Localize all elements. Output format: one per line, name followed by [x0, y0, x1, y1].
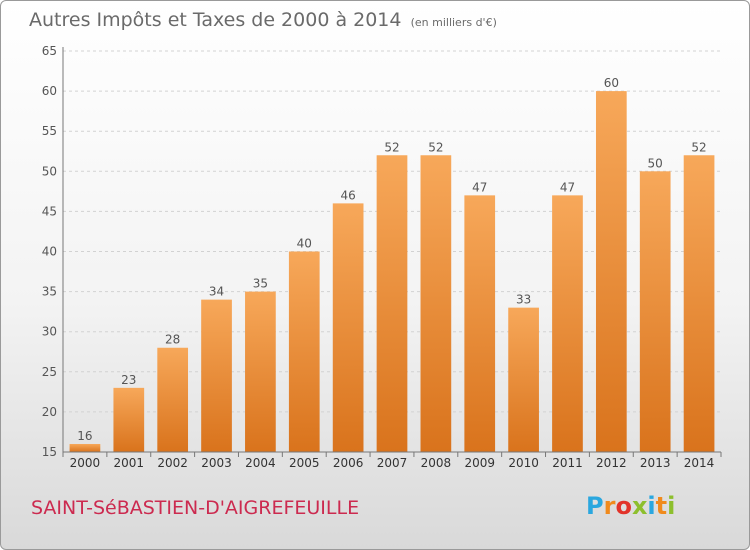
data-labels: 16 23 28 34 35 40 46 52 52 47 33 47 60 50 52 — [77, 76, 706, 443]
data-label-2011: 47 — [560, 180, 575, 194]
bar-2013 — [639, 171, 671, 453]
bar-2011 — [552, 195, 583, 453]
axes — [62, 47, 721, 453]
y-tick-label: 45 — [42, 204, 57, 218]
bar-2009 — [464, 195, 496, 453]
bar-2014 — [683, 155, 715, 452]
x-tick-label-2000: 2000 — [70, 456, 101, 470]
data-label-2007: 52 — [384, 140, 399, 154]
bar-2002 — [157, 347, 189, 452]
x-tick-label-2003: 2003 — [201, 456, 232, 470]
y-tick-label: 55 — [42, 124, 57, 138]
x-tick-label-2010: 2010 — [508, 456, 539, 470]
bar-2004 — [245, 291, 276, 452]
x-tick-label-2004: 2004 — [245, 456, 276, 470]
x-tick-label-2011: 2011 — [552, 456, 583, 470]
data-label-2008: 52 — [428, 140, 443, 154]
chart-title-text: Autres Impôts et Taxes de 2000 à 2014 — [29, 9, 402, 31]
chart-title: Autres Impôts et Taxes de 2000 à 2014 (e… — [29, 9, 497, 31]
x-tick-label-2005: 2005 — [289, 456, 320, 470]
data-label-2002: 28 — [165, 333, 180, 347]
y-tick-label: 60 — [42, 84, 57, 98]
y-tick-label: 65 — [42, 44, 57, 58]
bar-2005 — [288, 251, 320, 452]
x-tick-label-2001: 2001 — [114, 456, 145, 470]
bar-2000 — [69, 443, 101, 452]
bar-2008 — [420, 155, 452, 452]
bar-2003 — [201, 299, 232, 452]
logo-letter: x — [631, 492, 648, 520]
logo-letter: o — [615, 492, 632, 520]
x-tick-label-2009: 2009 — [464, 456, 495, 470]
x-tick-label-2013: 2013 — [640, 456, 671, 470]
data-label-2006: 46 — [340, 188, 355, 202]
data-label-2005: 40 — [297, 237, 312, 251]
proxiti-logo: Proxiti — [586, 492, 675, 520]
x-tick-label-2006: 2006 — [333, 456, 364, 470]
data-label-2009: 47 — [472, 180, 487, 194]
logo-letter: t — [655, 492, 668, 520]
data-label-2014: 52 — [691, 140, 706, 154]
y-tick-label: 40 — [42, 245, 57, 259]
data-label-2012: 60 — [604, 76, 619, 90]
bar-2001 — [113, 387, 145, 452]
chart-subtitle: (en milliers d'€) — [410, 16, 497, 29]
x-axis-ticks: 2000 2001 2002 2003 2004 2005 2006 2007 2008 2009… — [62, 452, 722, 470]
y-tick-label: 30 — [42, 325, 57, 339]
x-tick-label-2007: 2007 — [377, 456, 408, 470]
y-tick-label: 35 — [42, 285, 57, 299]
y-tick-label: 15 — [42, 445, 57, 459]
x-tick-label-2012: 2012 — [596, 456, 627, 470]
y-tick-label: 25 — [42, 365, 57, 379]
y-tick-label: 50 — [42, 164, 57, 178]
logo-letter: i — [667, 492, 676, 520]
data-label-2000: 16 — [77, 429, 92, 443]
bar-2006 — [332, 203, 364, 452]
x-tick-label-2014: 2014 — [684, 456, 715, 470]
location-name: SAINT-SéBASTIEN-D'AIGREFEUILLE — [31, 497, 360, 519]
bar-2012 — [595, 91, 627, 452]
logo-letter: P — [586, 492, 604, 520]
x-tick-label-2008: 2008 — [421, 456, 452, 470]
logo-letter: r — [603, 492, 616, 520]
y-tick-label: 20 — [42, 405, 57, 419]
data-label-2003: 34 — [209, 285, 224, 299]
logo-letter: i — [647, 492, 656, 520]
x-tick-label-2002: 2002 — [157, 456, 188, 470]
data-label-2010: 33 — [516, 293, 531, 307]
data-label-2004: 35 — [253, 277, 268, 291]
bars — [69, 91, 715, 453]
data-label-2013: 50 — [648, 156, 663, 170]
y-axis-ticks: 15 20 25 30 35 40 45 50 55 60 65 — [42, 44, 57, 459]
data-label-2001: 23 — [121, 373, 136, 387]
bar-2007 — [376, 155, 408, 452]
bar-2010 — [508, 307, 539, 452]
